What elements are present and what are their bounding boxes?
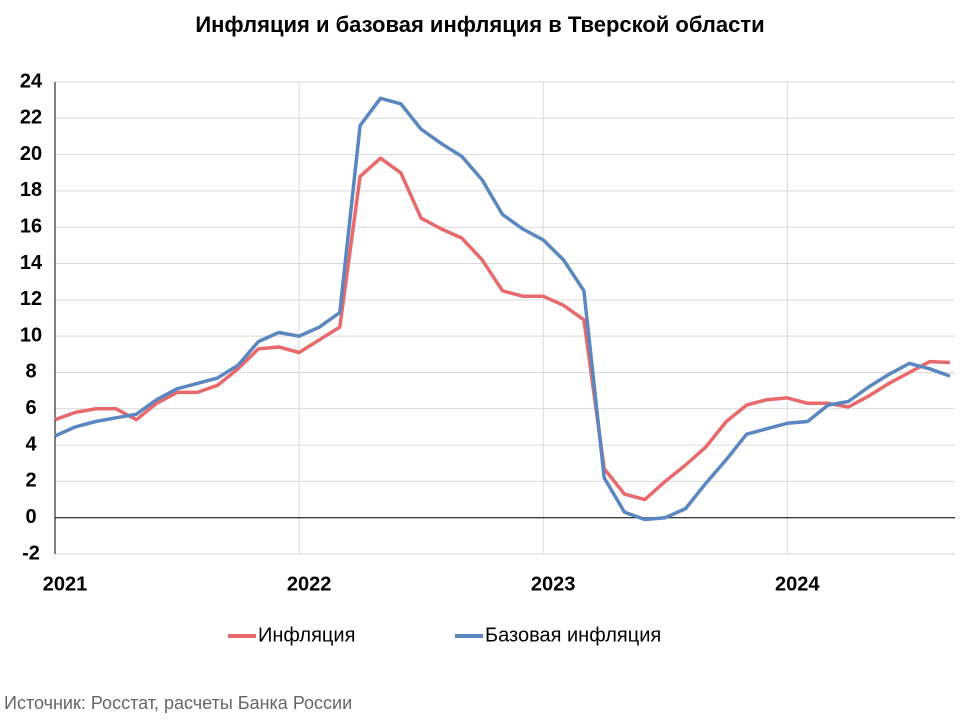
x-tick-label: 2022	[287, 573, 332, 595]
y-tick-label: 0	[25, 506, 36, 528]
source-note: Источник: Росстат, расчеты Банка России	[4, 693, 352, 713]
y-tick-label: 8	[25, 361, 36, 383]
legend-label: Базовая инфляция	[485, 624, 661, 646]
y-tick-label: 20	[20, 143, 42, 165]
x-tick-label: 2024	[775, 573, 820, 595]
chart-title: Инфляция и базовая инфляция в Тверской о…	[195, 12, 764, 37]
y-tick-label: 12	[20, 288, 42, 310]
y-tick-label: 18	[20, 179, 42, 201]
y-tick-label: 14	[20, 252, 43, 274]
y-tick-label: 2	[25, 470, 36, 492]
series-line	[54, 156, 951, 502]
y-tick-label: 16	[20, 216, 42, 238]
y-tick-label: 6	[25, 397, 36, 419]
y-tick-label: 22	[20, 107, 42, 129]
series-line	[54, 96, 951, 522]
legend-label: Инфляция	[258, 624, 355, 646]
y-tick-label: 4	[25, 433, 37, 455]
x-tick-label: 2023	[531, 573, 576, 595]
x-tick-label: 2021	[43, 573, 88, 595]
y-tick-label: 24	[20, 70, 43, 92]
y-tick-label: -2	[22, 542, 40, 564]
y-tick-label: 10	[20, 324, 42, 346]
